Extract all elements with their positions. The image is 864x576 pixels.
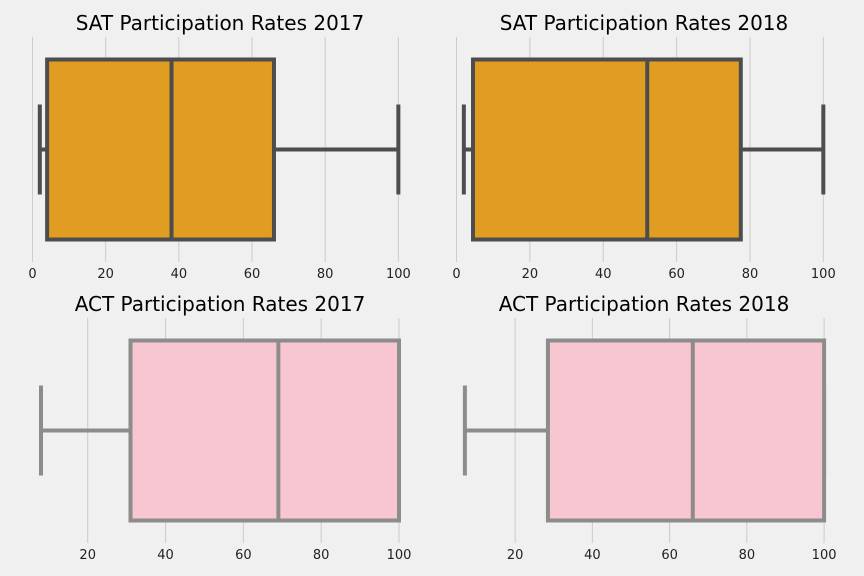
x-tick-label: 60: [668, 267, 685, 282]
iqr-box: [545, 338, 827, 523]
panel-sat-2017: SAT Participation Rates 2017 0 20 40 60 80 10…: [28, 11, 410, 282]
iqr-box: [471, 57, 743, 242]
x-tick-label: 40: [584, 548, 601, 563]
panel-title: SAT Participation Rates 2018: [500, 11, 789, 35]
x-tick-label: 20: [97, 267, 114, 282]
x-tick-label: 80: [742, 267, 759, 282]
plot-area: 20 40 60 80 100: [462, 318, 837, 563]
x-tick-label: 40: [157, 548, 174, 563]
x-tick-label: 20: [79, 548, 96, 563]
x-tick-label: 40: [595, 267, 612, 282]
panel-title: ACT Participation Rates 2017: [75, 292, 366, 316]
panel-title: SAT Participation Rates 2017: [76, 11, 365, 35]
x-tick-label: 60: [244, 267, 261, 282]
panel-title: ACT Participation Rates 2018: [499, 292, 790, 316]
plot-area: 20 40 60 80 100: [39, 318, 412, 563]
panel-sat-2018: SAT Participation Rates 2018 0 20 40 60 80 10…: [452, 11, 835, 282]
x-tick-label: 20: [522, 267, 539, 282]
iqr-box: [45, 57, 276, 242]
plot-area: 0 20 40 60 80 100: [452, 37, 836, 282]
x-tick-label: 60: [235, 548, 252, 563]
x-tick-label: 80: [313, 548, 330, 563]
x-tick-label: 100: [386, 267, 411, 282]
x-tick-label: 100: [811, 267, 836, 282]
x-tick-label: 20: [507, 548, 524, 563]
plot-area: 0 20 40 60 80 100: [28, 37, 411, 282]
x-tick-label: 80: [317, 267, 334, 282]
x-tick-label: 40: [171, 267, 188, 282]
panel-act-2017: ACT Participation Rates 2017 20 40 60 80 100: [39, 292, 412, 563]
x-tick-label: 100: [812, 548, 837, 563]
iqr-box: [128, 338, 401, 523]
x-tick-label: 60: [661, 548, 678, 563]
x-tick-label: 0: [452, 267, 460, 282]
x-tick-label: 0: [28, 267, 36, 282]
x-tick-label: 80: [739, 548, 756, 563]
panel-act-2018: ACT Participation Rates 2018 20 40 60 80 100: [462, 292, 837, 563]
x-tick-label: 100: [387, 548, 412, 563]
